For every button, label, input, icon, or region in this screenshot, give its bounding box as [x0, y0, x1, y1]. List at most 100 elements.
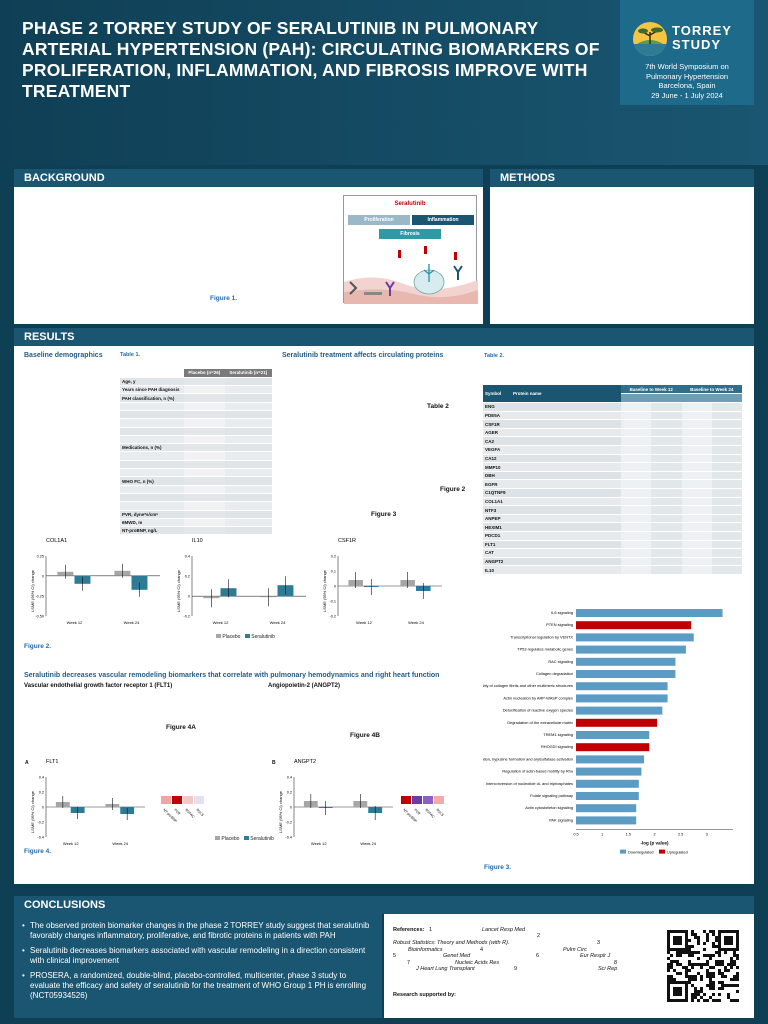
qr-module [721, 987, 724, 990]
pathway-label: Gamma carboxylation, hypusine formation … [483, 756, 573, 761]
table2-caption: Table 2. [484, 353, 505, 359]
qr-module [706, 999, 709, 1002]
table-row: C1QTNF9 [483, 488, 742, 498]
conclusion-item: Seralutinib decreases biomarkers associa… [22, 946, 374, 966]
ref-journal: Nucleic Acids Res [455, 960, 500, 966]
figure4b-label: Figure 4B [350, 732, 380, 739]
qr-module [685, 975, 688, 978]
qr-module [709, 996, 712, 999]
table1-row-label: Medications, n (%) [120, 443, 184, 453]
qr-module [697, 936, 700, 939]
qr-module [730, 999, 733, 1002]
figure3-label: Figure 3 [371, 511, 397, 518]
x-tick-label: 1.5 [626, 833, 631, 837]
qr-module [682, 966, 685, 969]
methods-bar: METHODS [490, 169, 754, 187]
ref-journal: J Heart Lung Transplant [416, 966, 475, 972]
qr-module [697, 972, 700, 975]
qr-module [730, 960, 733, 963]
pathway-bar [576, 694, 668, 703]
qr-module [712, 942, 715, 945]
x-axis-label: -log (p value) [641, 841, 670, 846]
table2-symbol: ENG [483, 402, 511, 412]
qr-module [685, 972, 688, 975]
table-row [120, 468, 272, 478]
qr-module [691, 975, 694, 978]
table-row: HEXIM1 [483, 522, 742, 532]
pathway-label: PAK signaling [549, 817, 573, 822]
qr-module [706, 960, 709, 963]
logo-wordmark: TORREY STUDY [672, 24, 732, 52]
qr-module [703, 963, 706, 966]
y-axis-label: LSME (95% CI) change [176, 569, 181, 612]
table2-symbol: FLT1 [483, 540, 511, 550]
qr-module [706, 936, 709, 939]
qr-module [715, 936, 718, 939]
qr-module [709, 966, 712, 969]
heatmap-cell [423, 796, 433, 804]
ref-journal: Genet Med [443, 953, 471, 959]
pathway-label: PTEN signaling [546, 622, 573, 627]
pathway-bar [576, 731, 650, 739]
table1-row-label: NT-proBNP, ng/L [120, 526, 184, 536]
qr-module [712, 930, 715, 933]
qr-module [712, 999, 715, 1002]
table2-header-cell: Baseline to Week 12 [621, 385, 682, 395]
qr-module [700, 978, 703, 981]
qr-module [712, 966, 715, 969]
legend-seralutinib: Seralutinib [250, 836, 274, 842]
x-tick-label: Week 12 [67, 620, 83, 625]
qr-module [688, 945, 691, 948]
legend-upregulated: Upregulated [667, 851, 688, 855]
legend-swatch [620, 849, 626, 854]
table1-row-label [120, 485, 184, 494]
qr-module [676, 960, 679, 963]
chart-title: FLT1 [46, 759, 58, 765]
x-tick-label: Week 24 [360, 841, 376, 846]
qr-module [670, 963, 673, 966]
qr-module [697, 942, 700, 945]
qr-code-icon[interactable] [667, 930, 739, 1002]
conclusion-item: PROSERA, a randomized, double-blind, pla… [22, 971, 374, 1001]
qr-module [724, 951, 727, 954]
qr-module [703, 954, 706, 957]
chart-title: ANGPT2 [294, 759, 316, 765]
csf1r-chart: CSF1R LSME (95% CI) change 0.2 0.1 0 -0.1 -0.2… [322, 538, 442, 625]
y-tick-label: -0.1 [329, 600, 336, 604]
cell-illustration [344, 246, 478, 304]
qr-module [685, 969, 688, 972]
qr-module [718, 981, 721, 984]
table2-symbol: DBH [483, 471, 511, 481]
pathway-label: Degradation of the extracellular matrix [507, 720, 573, 725]
pathway-bar [576, 633, 694, 642]
ref-journal: Pulm Circ [563, 947, 587, 953]
fibrosis-label: Fibrosis [379, 229, 441, 239]
table1-caption: Table 1. [120, 352, 141, 358]
qr-module [709, 957, 712, 960]
y-axis-label: LSME (95% CI) change [30, 569, 35, 612]
qr-module [667, 969, 670, 972]
qr-module [727, 984, 730, 987]
qr-module [736, 972, 739, 975]
heatmap-cell [161, 796, 171, 804]
pathway-label: Assembly of collagen fibrils and other m… [483, 683, 573, 688]
y-axis-label: LSME (95% CI) change [322, 569, 327, 612]
table-row: Medications, n (%) [120, 443, 272, 453]
qr-module [697, 999, 700, 1002]
chart-title: CSF1R [338, 538, 356, 544]
qr-module [709, 972, 712, 975]
x-tick-label: Week 24 [270, 620, 286, 625]
vascular-title: Seralutinib decreases vascular remodelin… [24, 672, 440, 679]
table-row [120, 435, 272, 445]
qr-module [697, 951, 700, 954]
y-tick-label: -0.2 [183, 615, 190, 619]
figure4-caption: Figure 4. [24, 848, 52, 855]
qr-module [691, 933, 694, 936]
pathway-bar [576, 792, 639, 800]
qr-module [691, 954, 694, 957]
pathway-bar [576, 755, 645, 764]
qr-module [712, 975, 715, 978]
qr-module [667, 963, 670, 966]
table-row: IL10 [483, 565, 742, 575]
conf-line: Barcelona, Spain [658, 81, 716, 90]
